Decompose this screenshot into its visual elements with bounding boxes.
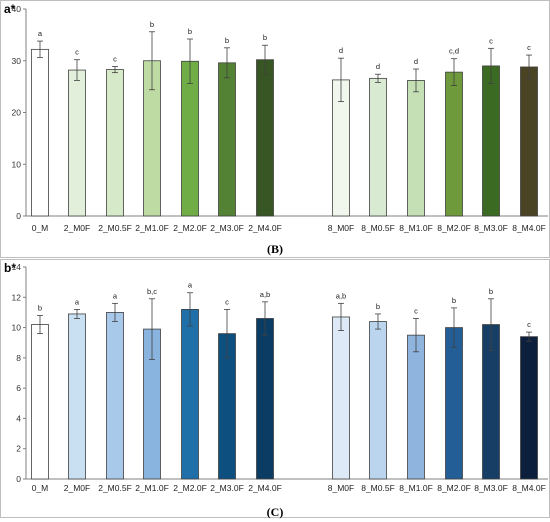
y-tick-label: 8	[16, 353, 21, 363]
y-tick-label: 20	[12, 108, 22, 118]
significance-label: b,c	[147, 287, 157, 296]
bar	[332, 316, 350, 480]
y-tick-label: 12	[12, 292, 22, 302]
bar	[31, 324, 49, 480]
significance-label: b	[376, 302, 380, 311]
category-label: 2_M2.0F	[173, 223, 207, 233]
category-label: 2_M4.0F	[248, 483, 282, 493]
bar	[106, 312, 124, 480]
category-label: 2_M3.0F	[210, 483, 244, 493]
category-label: 0_M	[32, 223, 49, 233]
bar	[106, 69, 124, 217]
significance-label: b	[38, 303, 42, 312]
significance-label: c	[414, 306, 418, 315]
significance-label: c	[489, 36, 493, 45]
category-label: 8_M3.0F	[474, 483, 508, 493]
y-tick-label: 14	[12, 262, 22, 272]
significance-label: b	[263, 33, 267, 42]
significance-label: a,b	[260, 290, 270, 299]
category-label: 2_M4.0F	[248, 223, 282, 233]
bar	[407, 80, 425, 217]
significance-label: d	[376, 62, 380, 71]
category-label: 8_M1.0F	[399, 223, 433, 233]
significance-label: a	[75, 297, 80, 306]
category-label: 2_M2.0F	[173, 483, 207, 493]
significance-label: d	[414, 57, 418, 66]
y-tick-label: 10	[12, 159, 22, 169]
y-tick-label: 2	[16, 444, 21, 454]
significance-label: c	[75, 48, 79, 57]
category-label: 8_M1.0F	[399, 483, 433, 493]
category-label: 2_M3.0F	[210, 223, 244, 233]
category-label: 2_M0.5F	[98, 223, 132, 233]
bar	[31, 48, 49, 217]
significance-label: c	[113, 54, 117, 63]
category-label: 8_M0.5F	[361, 223, 395, 233]
significance-label: b	[188, 27, 192, 36]
significance-label: a	[188, 281, 193, 290]
y-tick-label: 10	[12, 323, 22, 333]
significance-label: a,b	[336, 291, 346, 300]
category-label: 8_M2.0F	[437, 483, 471, 493]
bar	[256, 318, 274, 480]
significance-label: c,d	[449, 47, 459, 56]
bar	[520, 336, 538, 480]
category-label: 8_M4.0F	[512, 223, 546, 233]
category-label: 2_M0F	[64, 483, 90, 493]
bar	[369, 77, 387, 217]
bar	[445, 71, 463, 217]
category-label: 8_M0.5F	[361, 483, 395, 493]
bar	[68, 69, 86, 217]
bar	[68, 313, 86, 480]
bar	[256, 59, 274, 217]
significance-label: c	[527, 43, 531, 52]
y-tick-label: 4	[16, 413, 21, 423]
significance-label: a	[38, 29, 43, 38]
panel-caption: (C)	[267, 505, 284, 519]
category-label: 2_M0.5F	[98, 483, 132, 493]
significance-label: b	[150, 20, 154, 29]
bar	[369, 321, 387, 480]
panel-title: b*	[4, 261, 16, 275]
significance-label: c	[527, 320, 531, 329]
chart-panel-b-star: b* (C) 0 2 4 6 8 10 12 14 b 0_M a 2_M0F a 2_M0.5F b,c 2_M…	[0, 259, 550, 519]
category-label: 8_M4.0F	[512, 483, 546, 493]
panel-caption: (B)	[267, 242, 283, 256]
y-tick-label: 0	[16, 211, 21, 221]
category-label: 2_M0F	[64, 223, 90, 233]
category-label: 2_M1.0F	[135, 223, 169, 233]
bar	[445, 327, 463, 480]
significance-label: c	[225, 297, 229, 306]
category-label: 8_M0F	[328, 483, 354, 493]
chart-panel-a-star: a* (B) 0 10 20 30 40 a 0_M c 2_M0F c 2_M0.5F b 2_M1.0F…	[0, 0, 550, 258]
significance-label: b	[489, 287, 493, 296]
bar	[181, 60, 199, 217]
significance-label: d	[339, 46, 343, 55]
bar	[482, 65, 500, 217]
bar	[520, 66, 538, 217]
y-tick-label: 0	[16, 474, 21, 484]
panel-title: a*	[4, 2, 16, 16]
bar	[181, 308, 199, 480]
category-label: 2_M1.0F	[135, 483, 169, 493]
significance-label: b	[225, 36, 229, 45]
bar	[218, 62, 236, 217]
category-label: 8_M3.0F	[474, 223, 508, 233]
category-label: 0_M	[32, 483, 49, 493]
y-tick-label: 40	[12, 4, 22, 14]
significance-label: b	[452, 296, 456, 305]
bar	[407, 334, 425, 480]
y-tick-label: 30	[12, 56, 22, 66]
category-label: 8_M2.0F	[437, 223, 471, 233]
y-tick-label: 6	[16, 383, 21, 393]
significance-label: a	[113, 291, 118, 300]
category-label: 8_M0F	[328, 223, 354, 233]
